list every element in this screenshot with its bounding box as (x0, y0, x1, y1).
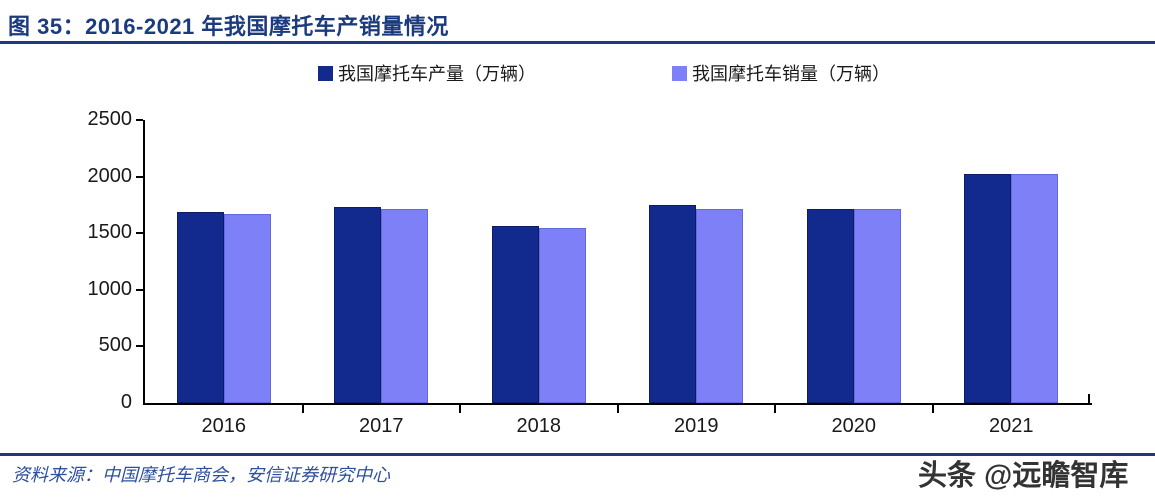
title-divider (0, 41, 1155, 44)
x-axis-tick (774, 405, 776, 413)
footer-divider (0, 453, 1155, 456)
y-tick-label: 0 (120, 391, 132, 413)
x-category-label: 2017 (359, 415, 404, 437)
bar-sales-2021 (1011, 174, 1059, 403)
y-axis-tick (136, 232, 143, 235)
bar-sales-2018 (538, 228, 586, 403)
y-tick-label: 2500 (87, 108, 133, 130)
legend-swatch-production (318, 65, 333, 81)
y-tick-label: 2000 (87, 164, 133, 187)
bar-production-2016 (176, 212, 224, 403)
figure-title: 图 35：2016-2021 年我国摩托车产销量情况 (8, 14, 449, 39)
x-category-label: 2018 (516, 415, 562, 437)
bar-production-2018 (491, 226, 539, 403)
x-category-label: 2021 (989, 415, 1034, 437)
bar-production-2020 (806, 209, 854, 403)
bar-production-2017 (334, 207, 382, 403)
bar-sales-2019 (696, 209, 744, 403)
bar-sales-2016 (223, 214, 271, 403)
legend-item-production: 我国摩托车产量（万辆） (318, 62, 536, 84)
bar-production-2021 (964, 174, 1012, 403)
y-axis-tick (136, 119, 143, 121)
y-tick-label: 1000 (87, 277, 133, 300)
y-axis-tick (136, 345, 143, 348)
bar-sales-2020 (853, 209, 901, 403)
y-tick-label: 1500 (87, 221, 133, 244)
data-source-note: 资料来源：中国摩托车商会，安信证券研究中心 (12, 465, 390, 486)
x-category-label: 2019 (674, 415, 719, 437)
bar-production-2019 (649, 205, 697, 403)
y-axis-tick (136, 288, 143, 291)
x-category-label: 2016 (201, 415, 247, 437)
x-axis-tick (931, 405, 934, 413)
x-axis-line (143, 403, 1092, 405)
bar-sales-2017 (381, 209, 429, 403)
x-axis-tick (301, 405, 304, 413)
bar-chart-plot-area: 0 500 1000 1500 2000 2500 2016 2017 2018 2019 2020… (88, 108, 1092, 437)
legend-label-sales: 我国摩托车销量（万辆） (692, 64, 890, 84)
legend-item-sales: 我国摩托车销量（万辆） (672, 62, 890, 84)
watermark-text: 头条 @远瞻智库 (918, 460, 1129, 492)
x-axis-tick (459, 405, 461, 413)
legend-swatch-sales (672, 65, 687, 81)
y-tick-label: 500 (98, 334, 132, 357)
x-axis-tick (616, 405, 619, 413)
x-category-label: 2020 (831, 415, 877, 437)
y-axis-tick (136, 175, 143, 178)
legend-label-production: 我国摩托车产量（万辆） (338, 64, 536, 84)
x-axis-end-tick (1088, 394, 1090, 403)
y-axis-line (143, 120, 145, 405)
